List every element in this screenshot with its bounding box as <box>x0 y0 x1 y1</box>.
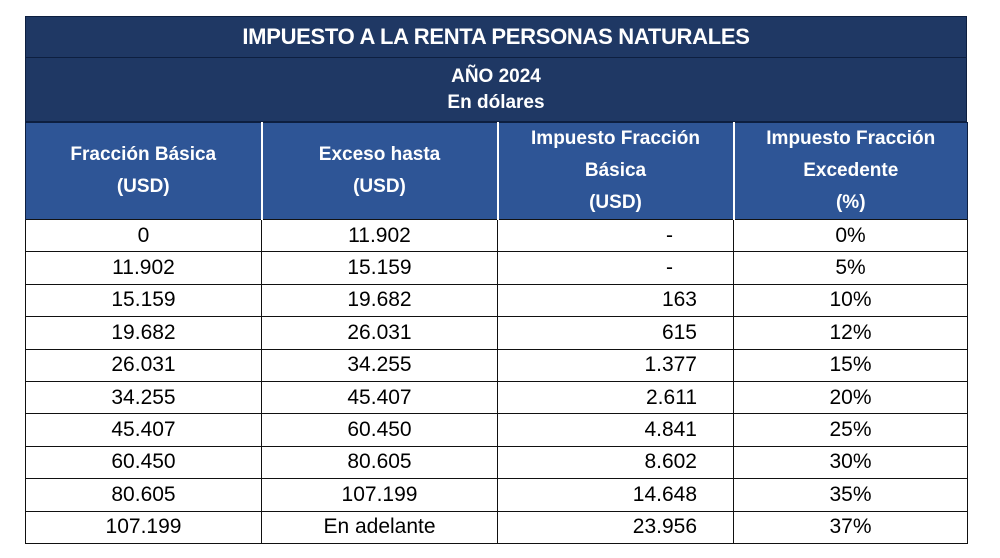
tax-table-sheet: IMPUESTO A LA RENTA PERSONAS NATURALES A… <box>25 16 968 544</box>
cell-impuesto-fraccion-basica: 1.377 <box>497 348 734 382</box>
table-row: 0 11.902-0% <box>25 218 968 253</box>
tax-brackets-table: Fracción Básica (USD) Exceso hasta (USD)… <box>25 122 968 544</box>
header-impuesto-fraccion-basica: Impuesto Fracción Básica (USD) <box>496 122 734 220</box>
cell-impuesto-fraccion-excedente: 35% <box>733 478 968 512</box>
header-exceso-hasta: Exceso hasta (USD) <box>260 122 498 220</box>
cell-impuesto-fraccion-excedente: 0% <box>733 218 968 253</box>
cell-impuesto-fraccion-excedente: 10% <box>733 283 968 318</box>
cell-exceso-hasta: 11.902 <box>261 218 498 253</box>
cell-impuesto-fraccion-basica: 615 <box>497 316 734 350</box>
cell-fraccion-basica: 11.902 <box>25 251 262 285</box>
cell-fraccion-basica: 19.682 <box>25 316 262 350</box>
table-row: 80.605 107.199 14.648 35% <box>25 478 968 512</box>
cell-exceso-hasta: 80.605 <box>261 445 498 480</box>
table-row: 34.255 45.407 2.611 20% <box>25 380 968 415</box>
table-row: 15.159 19.682 163 10% <box>25 283 968 318</box>
cell-impuesto-fraccion-excedente: 30% <box>733 445 968 480</box>
cell-impuesto-fraccion-basica: 2.611 <box>497 380 734 415</box>
cell-fraccion-basica: 80.605 <box>25 478 262 512</box>
cell-exceso-hasta: 60.450 <box>261 413 498 447</box>
cell-exceso-hasta: 34.255 <box>261 348 498 382</box>
cell-fraccion-basica: 34.255 <box>25 380 262 415</box>
cell-impuesto-fraccion-excedente: 20% <box>733 380 968 415</box>
table-row: 19.682 26.031 615 12% <box>25 316 968 350</box>
table-row: 26.031 34.255 1.377 15% <box>25 348 968 382</box>
cell-fraccion-basica: 26.031 <box>25 348 262 382</box>
cell-exceso-hasta: 107.199 <box>261 478 498 512</box>
header-impuesto-fraccion-excedente: Impuesto Fracción Excedente (%) <box>732 122 968 220</box>
cell-fraccion-basica: 0 <box>25 218 262 253</box>
title-subheader: AÑO 2024 En dólares <box>26 57 966 121</box>
cell-exceso-hasta: 15.159 <box>261 251 498 285</box>
cell-impuesto-fraccion-excedente: 37% <box>733 510 968 544</box>
year-label: AÑO 2024 <box>451 66 541 87</box>
cell-fraccion-basica: 60.450 <box>25 445 262 480</box>
cell-impuesto-fraccion-excedente: 12% <box>733 316 968 350</box>
cell-exceso-hasta: 45.407 <box>261 380 498 415</box>
currency-note: En dólares <box>447 92 545 113</box>
table-row: 60.450 80.605 8.602 30% <box>25 445 968 480</box>
header-row: Fracción Básica (USD) Exceso hasta (USD)… <box>25 122 968 220</box>
cell-fraccion-basica: 107.199 <box>25 510 262 544</box>
cell-fraccion-basica: 45.407 <box>25 413 262 447</box>
cell-exceso-hasta: En adelante <box>261 510 498 544</box>
table-row: 11.902 15.159-5% <box>25 251 968 285</box>
cell-impuesto-fraccion-basica: 163 <box>497 283 734 318</box>
cell-impuesto-fraccion-basica: 14.648 <box>497 478 734 512</box>
table-body: 0 11.902-0% 11.902 15.159-5% 15.159 19.682 163… <box>25 218 968 544</box>
table-title: IMPUESTO A LA RENTA PERSONAS NATURALES <box>242 24 750 49</box>
cell-impuesto-fraccion-basica: 4.841 <box>497 413 734 447</box>
table-row: 107.199 En adelante 23.956 37% <box>25 510 968 544</box>
cell-impuesto-fraccion-basica: - <box>497 218 734 253</box>
cell-impuesto-fraccion-basica: - <box>497 251 734 285</box>
cell-impuesto-fraccion-excedente: 25% <box>733 413 968 447</box>
header-fraccion-basica: Fracción Básica (USD) <box>25 122 262 220</box>
title-band: IMPUESTO A LA RENTA PERSONAS NATURALES A… <box>25 16 967 122</box>
cell-impuesto-fraccion-excedente: 5% <box>733 251 968 285</box>
cell-impuesto-fraccion-basica: 8.602 <box>497 445 734 480</box>
cell-exceso-hasta: 19.682 <box>261 283 498 318</box>
cell-fraccion-basica: 15.159 <box>25 283 262 318</box>
table-row: 45.407 60.450 4.841 25% <box>25 413 968 447</box>
cell-exceso-hasta: 26.031 <box>261 316 498 350</box>
cell-impuesto-fraccion-excedente: 15% <box>733 348 968 382</box>
cell-impuesto-fraccion-basica: 23.956 <box>497 510 734 544</box>
